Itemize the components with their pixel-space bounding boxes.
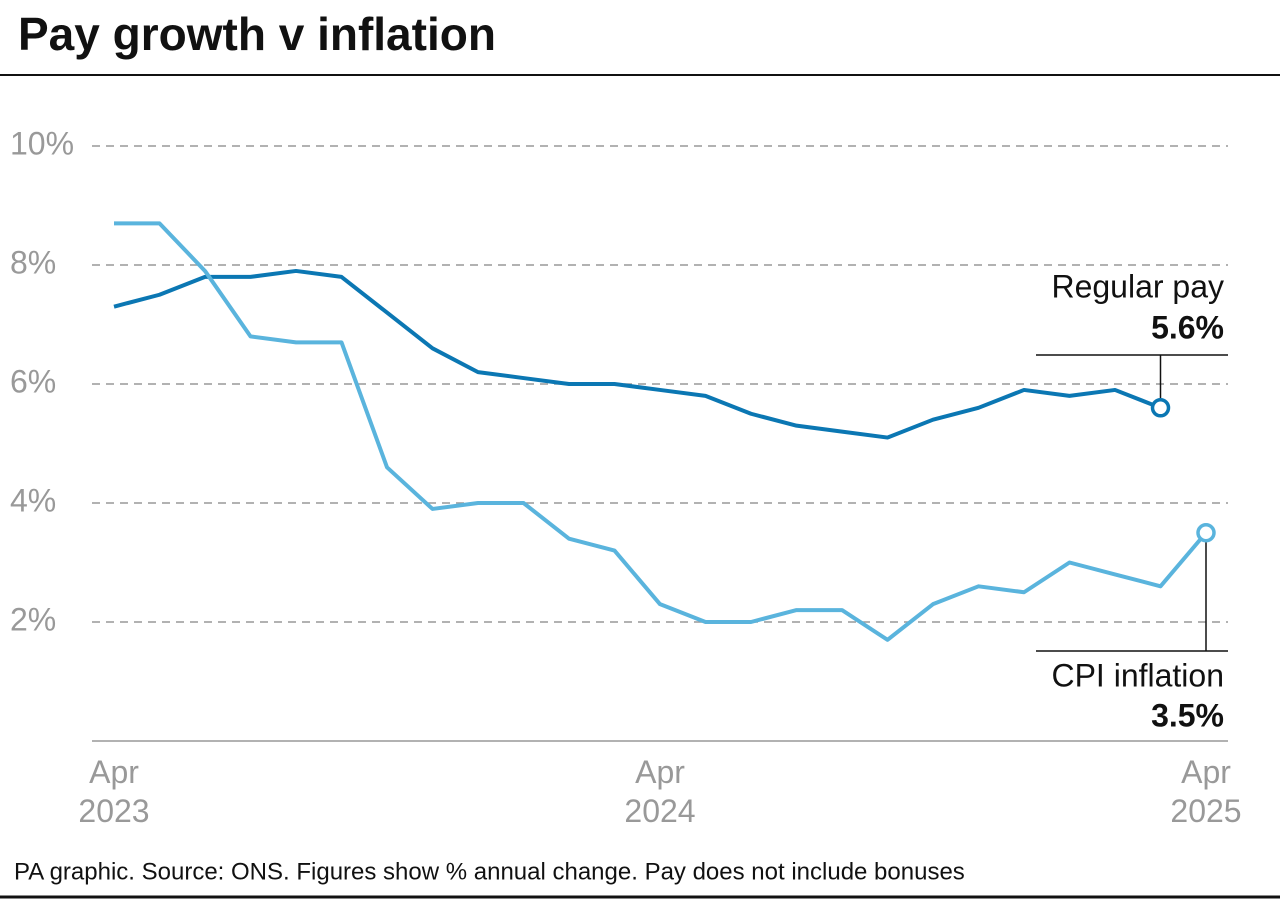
series-label: CPI inflation [1051, 657, 1224, 693]
y-tick-label: 6% [10, 363, 56, 399]
y-tick-label: 10% [10, 125, 74, 161]
y-tick-label: 8% [10, 244, 56, 280]
end-point [1150, 398, 1171, 418]
source: PA graphic. Source: ONS. Figures show % … [14, 858, 965, 885]
end-point [1196, 523, 1216, 543]
value-label: 5.6% [1151, 309, 1224, 345]
y-tick-label: 4% [10, 482, 56, 518]
series-label: Regular pay [1051, 268, 1224, 304]
x-tick-label: Apr 2024 [624, 754, 696, 829]
chart-title: Pay growth v inflation [18, 8, 496, 60]
y-tick-label: 2% [10, 601, 56, 637]
x-tick-label: Apr 2025 [1170, 754, 1242, 829]
line [114, 221, 1208, 642]
line [113, 268, 1162, 440]
value-label: 3.5% [1151, 697, 1224, 733]
x-tick-label: Apr 2023 [78, 754, 150, 829]
